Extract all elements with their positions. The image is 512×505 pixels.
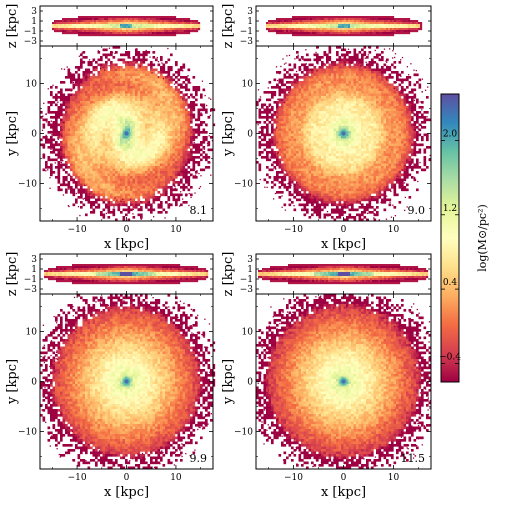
x-tick-label: −10	[284, 225, 303, 235]
z-tick-label: 1	[31, 17, 37, 27]
colorbar-tick-label: 2.0	[443, 129, 458, 139]
colorbar-tick-label: 1.2	[443, 204, 457, 214]
y-tick-label: −10	[18, 180, 37, 190]
x-tick-label: −10	[68, 473, 87, 483]
x-axis-label: x [kpc]	[104, 237, 149, 252]
face-on-map-2	[40, 294, 216, 470]
y-tick-label: −10	[18, 428, 37, 438]
y-tick-label: 0	[247, 130, 253, 140]
y-tick-label: −10	[234, 180, 253, 190]
panel-time-label: 9.0	[408, 204, 426, 217]
x-tick-label: 0	[124, 225, 130, 235]
panel-axes-1: −10 0 10 −10 0 10 −3−113 x [kpc] y [kpc] z [kpc] 9…	[221, 4, 432, 252]
x-tick-label: 0	[341, 225, 347, 235]
y-tick-label: 10	[242, 328, 254, 338]
x-tick-label: 10	[388, 473, 400, 483]
z-tick-label: 1	[247, 17, 253, 27]
edge-on-map-2	[44, 264, 209, 285]
y-tick-label: 0	[247, 378, 253, 388]
x-tick-label: −10	[284, 473, 303, 483]
panel-axes-0: −10 0 10 −10 0 10 −3−113 x [kpc] y [kpc] z [kpc] 8…	[5, 4, 214, 252]
colorbar-tick-label: −0.4	[439, 352, 461, 362]
y-tick-label: 0	[31, 130, 37, 140]
colorbar-tick-label: 0.4	[443, 278, 458, 288]
x-axis-label: x [kpc]	[104, 485, 149, 500]
x-tick-label: −10	[68, 225, 87, 235]
x-axis-label: x [kpc]	[321, 485, 366, 500]
y-axis-label: y [kpc]	[5, 359, 20, 405]
z-tick-label: 3	[247, 255, 253, 265]
z-tick-label: −1	[240, 27, 253, 37]
edge-on-map-0	[52, 16, 201, 37]
edge-on-map-3	[258, 264, 429, 285]
panel-axes-3: −10 0 10 −10 0 10 −3−113 x [kpc] y [kpc] z [kpc] 1…	[221, 252, 432, 500]
colorbar: −0.4 0.4 1.2 2.0 log(M⊙/pc²)	[439, 93, 489, 383]
z-tick-label: −1	[24, 27, 37, 37]
face-on-map-1	[256, 46, 432, 222]
z-axis-label: z [kpc]	[221, 4, 236, 49]
edge-on-map-1	[266, 16, 423, 37]
z-tick-label: −3	[24, 285, 38, 295]
x-tick-label: 10	[170, 225, 182, 235]
y-axis-label: y [kpc]	[221, 359, 236, 405]
z-axis-label: z [kpc]	[5, 252, 20, 297]
z-tick-label: 3	[247, 7, 253, 17]
z-axis-label: z [kpc]	[221, 252, 236, 297]
panel-axes-2: −10 0 10 −10 0 10 −3−113 x [kpc] y [kpc] z [kpc] 9…	[5, 252, 214, 500]
z-tick-label: −1	[240, 275, 253, 285]
colorbar-gradient	[440, 93, 460, 383]
y-tick-label: 0	[31, 378, 37, 388]
x-tick-label: 0	[341, 473, 347, 483]
y-axis-label: y [kpc]	[5, 111, 20, 157]
face-on-map-3	[256, 294, 432, 470]
z-tick-label: 3	[31, 7, 37, 17]
z-axis-label: z [kpc]	[5, 4, 20, 49]
z-tick-label: 3	[31, 255, 37, 265]
z-tick-label: −3	[24, 37, 38, 47]
y-axis-label: y [kpc]	[221, 111, 236, 157]
x-axis-label: x [kpc]	[321, 237, 366, 252]
z-tick-label: −1	[24, 275, 37, 285]
z-tick-label: −3	[240, 37, 254, 47]
colorbar-label: log(M⊙/pc²)	[476, 204, 489, 272]
y-tick-label: 10	[26, 80, 38, 90]
x-tick-label: 10	[170, 473, 182, 483]
z-tick-label: 1	[247, 265, 253, 275]
z-tick-label: −3	[240, 285, 254, 295]
panel-time-label: 9.9	[190, 452, 208, 465]
z-tick-label: 1	[31, 265, 37, 275]
y-tick-label: 10	[242, 80, 254, 90]
y-tick-label: 10	[26, 328, 38, 338]
panel-time-label: 8.1	[190, 204, 208, 217]
x-tick-label: 10	[388, 225, 400, 235]
face-on-map-0	[40, 46, 216, 222]
x-tick-label: 0	[124, 473, 130, 483]
panel-time-label: 11.5	[401, 452, 426, 465]
y-tick-label: −10	[234, 428, 253, 438]
